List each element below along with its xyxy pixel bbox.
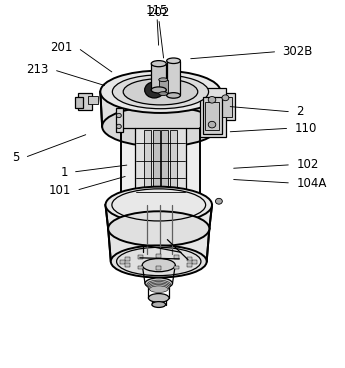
- PathPatch shape: [167, 61, 180, 95]
- Ellipse shape: [149, 284, 169, 292]
- Bar: [174, 266, 179, 269]
- Ellipse shape: [215, 198, 222, 204]
- Ellipse shape: [123, 79, 198, 105]
- Text: 201: 201: [50, 42, 73, 54]
- Text: 110: 110: [295, 122, 317, 135]
- Text: 115: 115: [146, 4, 168, 17]
- Bar: [121, 128, 200, 205]
- Ellipse shape: [117, 113, 121, 118]
- Ellipse shape: [112, 75, 209, 109]
- Ellipse shape: [108, 211, 209, 246]
- Ellipse shape: [148, 294, 169, 302]
- Ellipse shape: [151, 87, 166, 93]
- Text: 104A: 104A: [296, 177, 327, 190]
- Ellipse shape: [151, 61, 166, 67]
- Ellipse shape: [167, 93, 180, 98]
- Ellipse shape: [149, 286, 168, 293]
- Ellipse shape: [145, 82, 164, 98]
- Bar: [161, 130, 168, 203]
- Bar: [78, 93, 92, 110]
- Ellipse shape: [208, 121, 216, 128]
- Text: 102: 102: [296, 158, 318, 171]
- PathPatch shape: [159, 80, 168, 93]
- Bar: [120, 261, 125, 264]
- Bar: [192, 261, 197, 264]
- Bar: [88, 96, 98, 104]
- Bar: [138, 266, 143, 269]
- Bar: [170, 130, 177, 203]
- Ellipse shape: [117, 124, 121, 129]
- Bar: [144, 130, 151, 203]
- Bar: [200, 88, 226, 137]
- Bar: [116, 108, 124, 132]
- Bar: [203, 97, 221, 134]
- Text: 5: 5: [12, 151, 20, 164]
- Ellipse shape: [102, 106, 219, 146]
- Text: 302B: 302B: [283, 45, 313, 58]
- Ellipse shape: [167, 58, 180, 64]
- Bar: [75, 97, 83, 107]
- PathPatch shape: [108, 229, 209, 262]
- Bar: [156, 266, 161, 270]
- Bar: [153, 130, 160, 203]
- Ellipse shape: [222, 95, 229, 101]
- Ellipse shape: [148, 283, 169, 291]
- Bar: [156, 254, 161, 258]
- Ellipse shape: [142, 259, 175, 272]
- Bar: [125, 257, 130, 261]
- Bar: [187, 263, 192, 267]
- Bar: [174, 255, 179, 259]
- Bar: [216, 93, 235, 120]
- Ellipse shape: [145, 278, 172, 289]
- Ellipse shape: [152, 302, 166, 307]
- Bar: [135, 128, 186, 205]
- Ellipse shape: [106, 187, 212, 223]
- Ellipse shape: [100, 71, 220, 113]
- Bar: [187, 257, 192, 261]
- Text: 2: 2: [296, 105, 304, 118]
- PathPatch shape: [106, 205, 212, 229]
- PathPatch shape: [100, 92, 220, 127]
- Ellipse shape: [159, 78, 168, 82]
- Ellipse shape: [147, 280, 171, 290]
- Bar: [138, 255, 143, 259]
- Text: 1: 1: [60, 166, 68, 178]
- Ellipse shape: [111, 245, 207, 277]
- Text: 213: 213: [27, 63, 49, 77]
- Bar: [125, 263, 130, 267]
- PathPatch shape: [151, 64, 166, 90]
- Text: 202: 202: [148, 6, 170, 19]
- Ellipse shape: [147, 282, 170, 290]
- Ellipse shape: [159, 92, 168, 95]
- Text: 101: 101: [49, 184, 71, 197]
- Bar: [205, 102, 219, 130]
- Ellipse shape: [208, 96, 216, 103]
- Bar: [217, 97, 232, 117]
